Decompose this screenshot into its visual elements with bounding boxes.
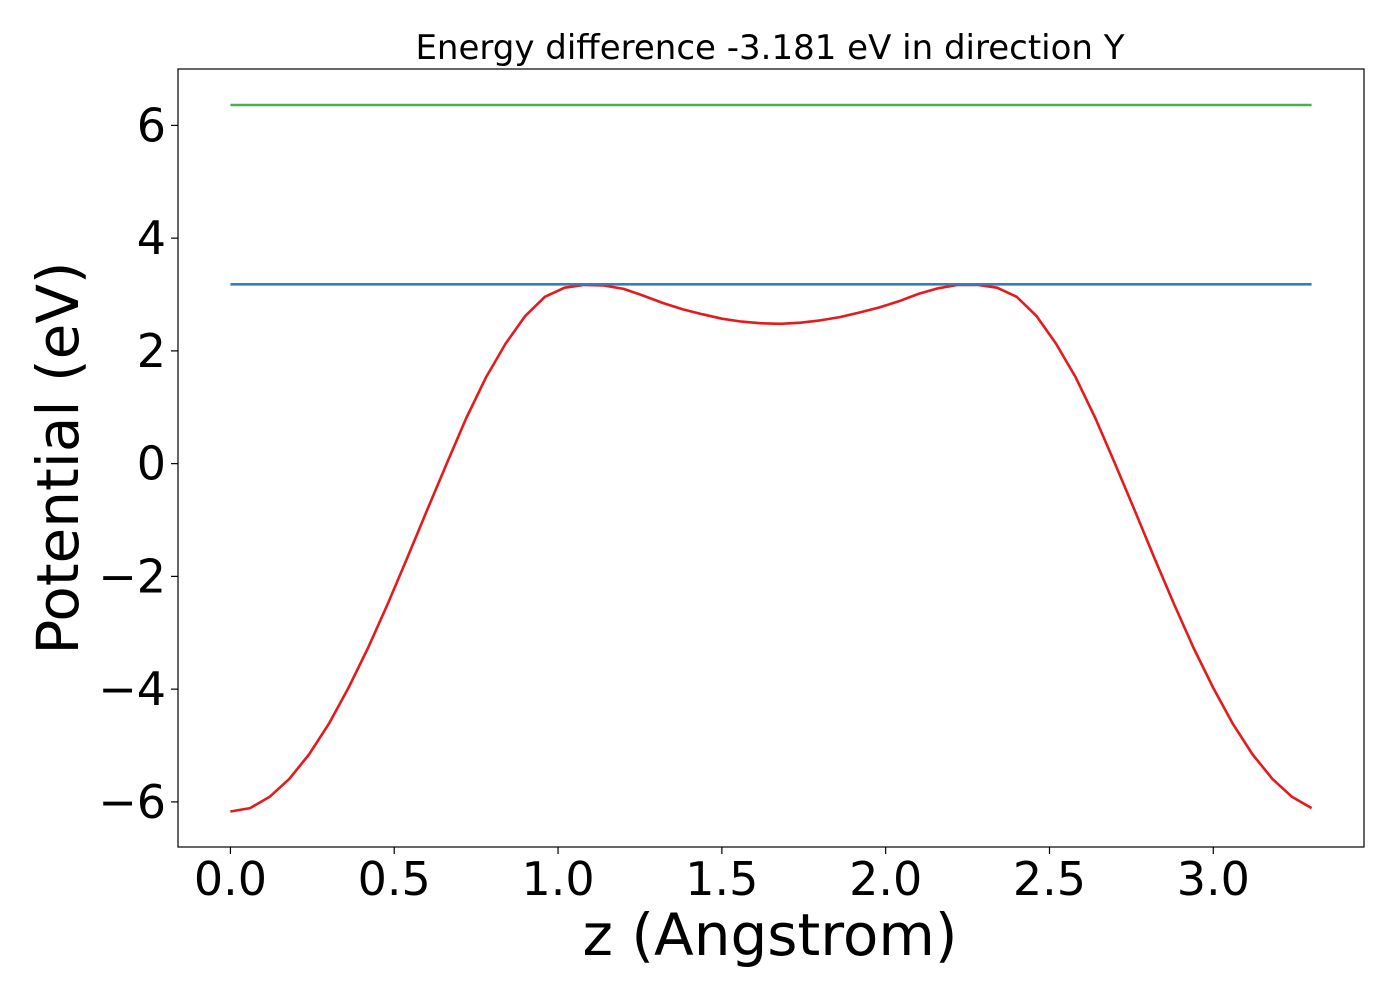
y-axis-label: Potential (eV) — [24, 261, 92, 654]
x-tick-label: 3.0 — [1177, 852, 1250, 906]
x-tick-label: 1.5 — [685, 852, 758, 906]
y-tick-label: 0 — [137, 437, 166, 491]
x-axis-ticks: 0.0 0.5 1.0 1.5 2.0 2.5 3.0 — [194, 847, 1250, 906]
x-tick-label: 2.5 — [1013, 852, 1086, 906]
y-tick-label: −2 — [98, 549, 166, 603]
x-tick-label: 0.0 — [194, 852, 267, 906]
x-tick-label: 2.0 — [849, 852, 922, 906]
y-axis-ticks: −6 −4 −2 0 2 4 6 — [98, 98, 178, 829]
x-axis-label: z (Angstrom) — [583, 901, 958, 969]
series-layer — [230, 103, 1313, 813]
plot-area-frame — [177, 68, 1365, 848]
y-tick-label: 6 — [137, 98, 166, 152]
x-tick-label: 1.0 — [521, 852, 594, 906]
y-tick-label: −4 — [98, 662, 166, 716]
y-tick-label: −6 — [98, 775, 166, 829]
x-tick-label: 0.5 — [358, 852, 431, 906]
chart-title: Energy difference -3.181 eV in direction… — [415, 28, 1124, 68]
y-tick-label: 2 — [137, 324, 166, 378]
y-tick-label: 4 — [137, 211, 166, 265]
series-line-1 — [230, 283, 1313, 813]
